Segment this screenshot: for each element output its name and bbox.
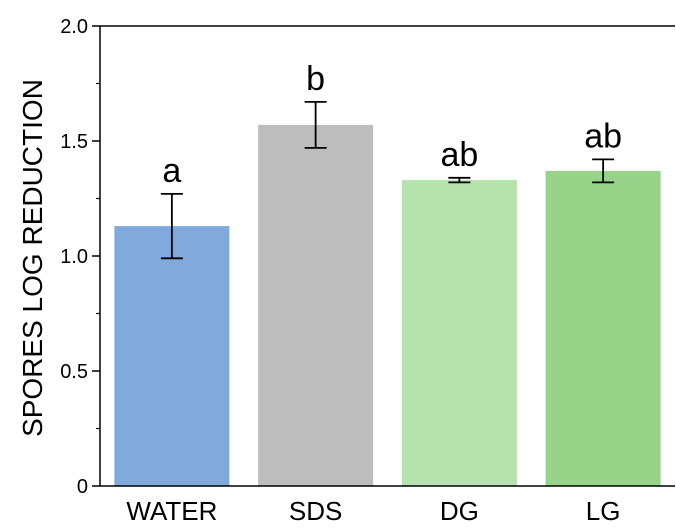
y-tick-label: 0.5 — [60, 361, 88, 383]
x-tick-label: SDS — [289, 496, 342, 526]
bar-sds — [258, 124, 374, 487]
x-axis-tick-labels: WATER SDS DG LG — [126, 496, 620, 526]
significance-label: a — [162, 152, 181, 190]
y-axis-label: SPORES LOG REDUCTION — [17, 79, 48, 437]
x-tick-label: LG — [586, 496, 621, 526]
significance-label: ab — [584, 117, 622, 155]
y-axis-ticks: 0 0.5 1.0 1.5 2.0 — [60, 16, 100, 498]
y-tick-label: 1.5 — [60, 131, 88, 153]
y-tick-label: 2.0 — [60, 16, 88, 38]
significance-label: ab — [440, 136, 478, 174]
significance-label: b — [306, 60, 325, 98]
x-tick-label: DG — [440, 496, 479, 526]
y-tick-label: 1.0 — [60, 246, 88, 268]
bar-dg — [401, 180, 517, 486]
error-bars-group — [160, 101, 615, 260]
bar-lg — [545, 170, 661, 486]
x-tick-label: WATER — [126, 496, 217, 526]
bar-water — [114, 226, 230, 486]
bars-group — [114, 124, 661, 487]
y-tick-label: 0 — [77, 476, 88, 498]
